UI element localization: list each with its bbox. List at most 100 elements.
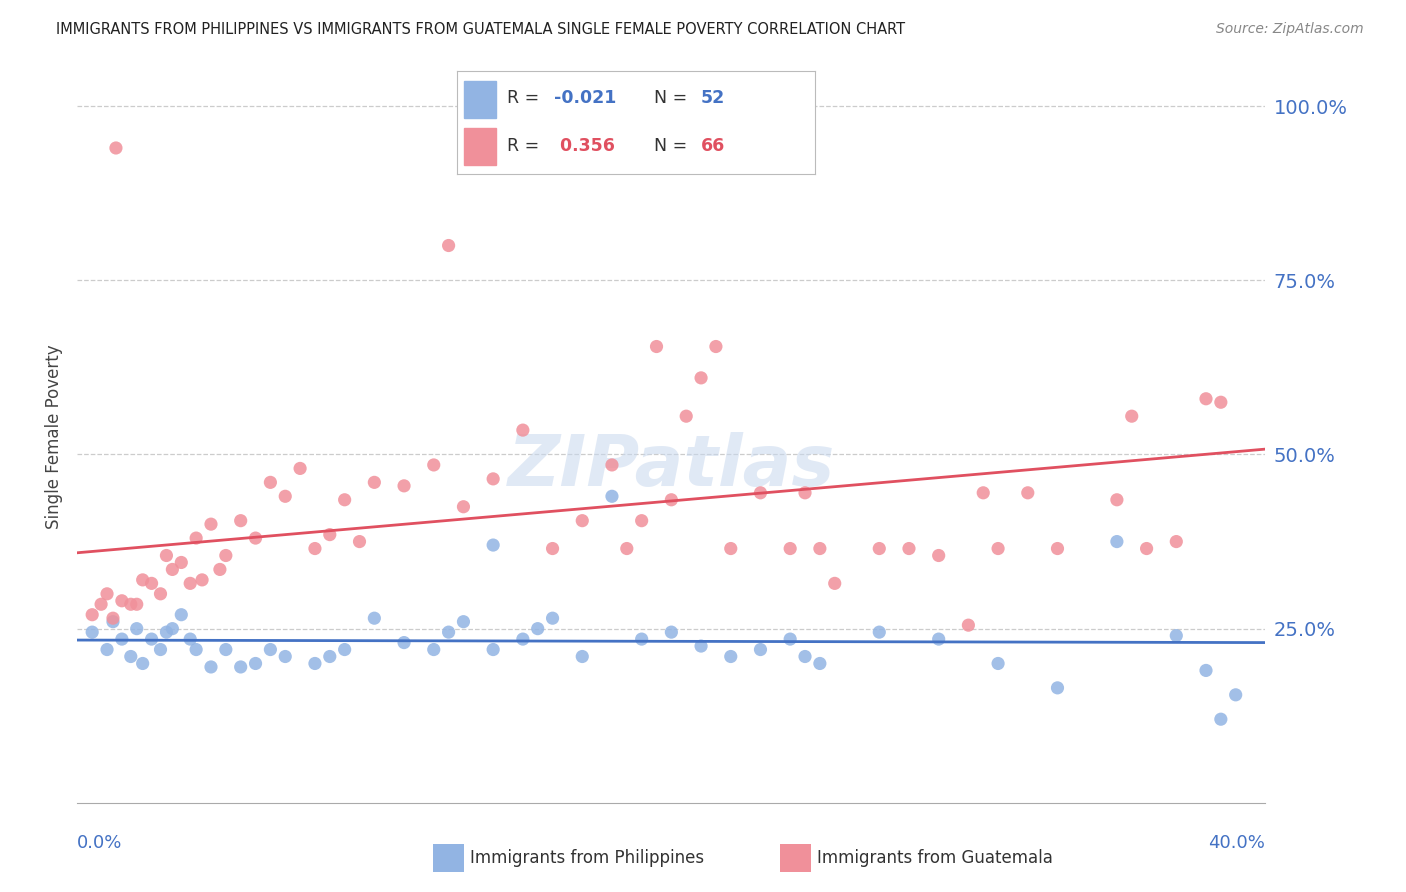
Point — [571, 514, 593, 528]
Point — [200, 517, 222, 532]
Point — [333, 642, 356, 657]
Point — [179, 576, 201, 591]
Point — [600, 489, 623, 503]
Text: -0.021: -0.021 — [554, 89, 616, 107]
Point — [259, 475, 281, 490]
Point — [186, 531, 208, 545]
Point — [363, 611, 385, 625]
Text: 0.356: 0.356 — [554, 136, 614, 154]
Point — [155, 625, 177, 640]
Point — [600, 458, 623, 472]
Point — [200, 660, 222, 674]
Point — [1166, 534, 1188, 549]
Text: N =: N = — [654, 136, 693, 154]
Text: ZIPatlas: ZIPatlas — [508, 432, 835, 500]
Point — [229, 514, 252, 528]
Text: IMMIGRANTS FROM PHILIPPINES VS IMMIGRANTS FROM GUATEMALA SINGLE FEMALE POVERTY C: IMMIGRANTS FROM PHILIPPINES VS IMMIGRANT… — [56, 22, 905, 37]
Point — [541, 611, 564, 625]
Point — [794, 485, 817, 500]
Point — [437, 625, 460, 640]
Text: 40.0%: 40.0% — [1209, 834, 1265, 852]
Point — [245, 657, 267, 671]
Point — [363, 475, 385, 490]
Point — [191, 573, 214, 587]
Point — [482, 472, 505, 486]
Point — [149, 587, 172, 601]
Point — [453, 615, 475, 629]
Point — [162, 622, 184, 636]
Point — [749, 642, 772, 657]
Point — [571, 649, 593, 664]
Point — [229, 660, 252, 674]
Point — [437, 238, 460, 252]
Point — [957, 618, 980, 632]
Text: 52: 52 — [700, 89, 725, 107]
Point — [179, 632, 201, 646]
Point — [111, 594, 134, 608]
Point — [162, 562, 184, 576]
Point — [453, 500, 475, 514]
Point — [868, 625, 890, 640]
Point — [274, 489, 297, 503]
Point — [749, 485, 772, 500]
Point — [1195, 664, 1218, 678]
Point — [392, 635, 415, 649]
Point — [630, 514, 652, 528]
Point — [104, 141, 127, 155]
Point — [541, 541, 564, 556]
Point — [304, 541, 326, 556]
Point — [245, 531, 267, 545]
Point — [259, 642, 281, 657]
Point — [704, 339, 727, 353]
Point — [720, 649, 742, 664]
Point — [423, 458, 446, 472]
Point — [149, 642, 172, 657]
Point — [101, 615, 124, 629]
Text: 66: 66 — [700, 136, 725, 154]
Text: R =: R = — [508, 136, 550, 154]
Point — [288, 461, 311, 475]
Point — [690, 371, 713, 385]
Point — [125, 597, 148, 611]
Text: N =: N = — [654, 89, 693, 107]
Point — [186, 642, 208, 657]
Point — [1209, 712, 1232, 726]
Point — [155, 549, 177, 563]
Point — [1017, 485, 1039, 500]
Point — [661, 625, 683, 640]
Point — [1225, 688, 1247, 702]
Point — [928, 632, 950, 646]
Point — [794, 649, 817, 664]
Point — [111, 632, 134, 646]
Point — [1046, 681, 1069, 695]
Point — [1046, 541, 1069, 556]
Point — [392, 479, 415, 493]
FancyBboxPatch shape — [464, 80, 496, 118]
Text: Source: ZipAtlas.com: Source: ZipAtlas.com — [1216, 22, 1364, 37]
Point — [482, 642, 505, 657]
Point — [868, 541, 890, 556]
Point — [808, 657, 831, 671]
Point — [423, 642, 446, 657]
Point — [1136, 541, 1159, 556]
Point — [1209, 395, 1232, 409]
Point — [96, 642, 118, 657]
Point — [987, 541, 1010, 556]
Point — [82, 607, 104, 622]
Point — [96, 587, 118, 601]
Point — [120, 597, 142, 611]
Point — [131, 657, 153, 671]
Point — [928, 549, 950, 563]
Point — [1121, 409, 1143, 424]
Point — [526, 622, 548, 636]
Point — [972, 485, 994, 500]
Point — [512, 423, 534, 437]
Text: 0.0%: 0.0% — [77, 834, 122, 852]
Point — [630, 632, 652, 646]
Point — [898, 541, 921, 556]
Point — [824, 576, 846, 591]
Point — [304, 657, 326, 671]
Point — [319, 527, 342, 541]
Point — [333, 492, 356, 507]
Point — [987, 657, 1010, 671]
